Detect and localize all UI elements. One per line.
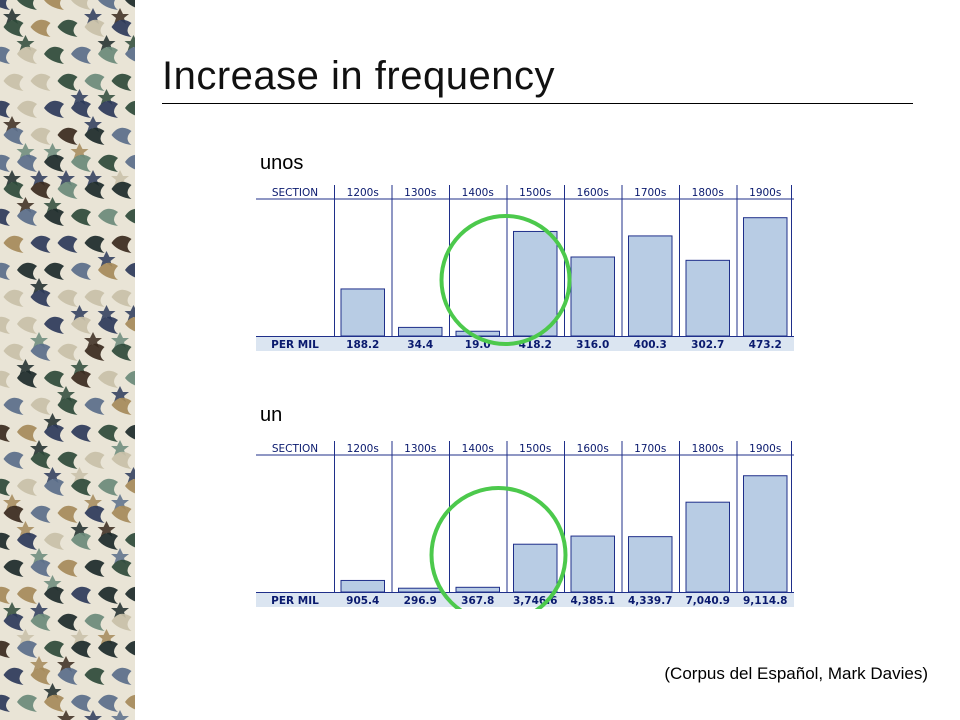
section-header-label: SECTION	[272, 187, 318, 199]
data-value-label: 4,339.7	[628, 595, 673, 607]
category-label: 1800s	[692, 187, 724, 199]
category-label: 1600s	[577, 443, 609, 455]
category-label: 1800s	[692, 443, 724, 455]
bar	[743, 475, 788, 593]
highlight-circle	[429, 486, 568, 609]
category-label: 1600s	[577, 187, 609, 199]
data-value-label: 4,385.1	[570, 595, 615, 607]
per-mil-row-label: PER MIL	[271, 339, 319, 351]
category-label: 1200s	[347, 443, 379, 455]
data-value-label: 296.9	[404, 595, 437, 607]
section-header-label: SECTION	[272, 443, 318, 455]
bar	[340, 288, 385, 337]
un-frequency-chart: SECTION PER MIL 1200s 905.4 1300s 296.9 1400s 3…	[256, 441, 794, 609]
data-value-label: 905.4	[346, 595, 379, 607]
data-value-label: 34.4	[407, 339, 433, 351]
bar	[455, 330, 500, 337]
category-label: 1300s	[404, 187, 436, 199]
per-mil-row-label: PER MIL	[271, 595, 319, 607]
category-label: 1900s	[749, 187, 781, 199]
bar	[628, 235, 673, 337]
category-label: 1500s	[519, 443, 551, 455]
mosaic-tile-decoration	[0, 0, 135, 720]
category-label: 1700s	[634, 443, 666, 455]
category-label: 1900s	[749, 443, 781, 455]
category-label: 1700s	[634, 187, 666, 199]
slide-title: Increase in frequency	[162, 54, 555, 98]
category-label: 1200s	[347, 187, 379, 199]
data-value-label: 400.3	[634, 339, 667, 351]
chart-title-unos: unos	[260, 152, 304, 174]
bar	[340, 579, 385, 593]
bar	[685, 259, 730, 337]
bar	[398, 326, 443, 337]
bar	[570, 535, 615, 593]
bar	[570, 256, 615, 337]
data-value-label: 7,040.9	[685, 595, 730, 607]
title-divider	[162, 103, 913, 104]
bar	[513, 543, 558, 593]
bar	[628, 536, 673, 593]
unos-frequency-chart: SECTION PER MIL 1200s 188.2 1300s 34.4 1400s 19…	[256, 185, 794, 351]
bar	[398, 587, 443, 593]
source-credit: (Corpus del Español, Mark Davies)	[664, 664, 928, 683]
data-value-label: 9,114.8	[743, 595, 788, 607]
category-label: 1300s	[404, 443, 436, 455]
bar	[685, 501, 730, 593]
data-value-label: 473.2	[749, 339, 782, 351]
highlight-circle	[439, 214, 572, 346]
bar	[513, 230, 558, 337]
category-label: 1500s	[519, 187, 551, 199]
chart-title-un: un	[260, 404, 283, 426]
mosaic-pattern-icon	[0, 0, 135, 720]
category-label: 1400s	[462, 187, 494, 199]
data-value-label: 188.2	[346, 339, 379, 351]
bar	[455, 586, 500, 593]
category-label: 1400s	[462, 443, 494, 455]
data-value-label: 367.8	[461, 595, 494, 607]
data-value-label: 316.0	[576, 339, 609, 351]
bar	[743, 217, 788, 337]
data-value-label: 302.7	[691, 339, 724, 351]
